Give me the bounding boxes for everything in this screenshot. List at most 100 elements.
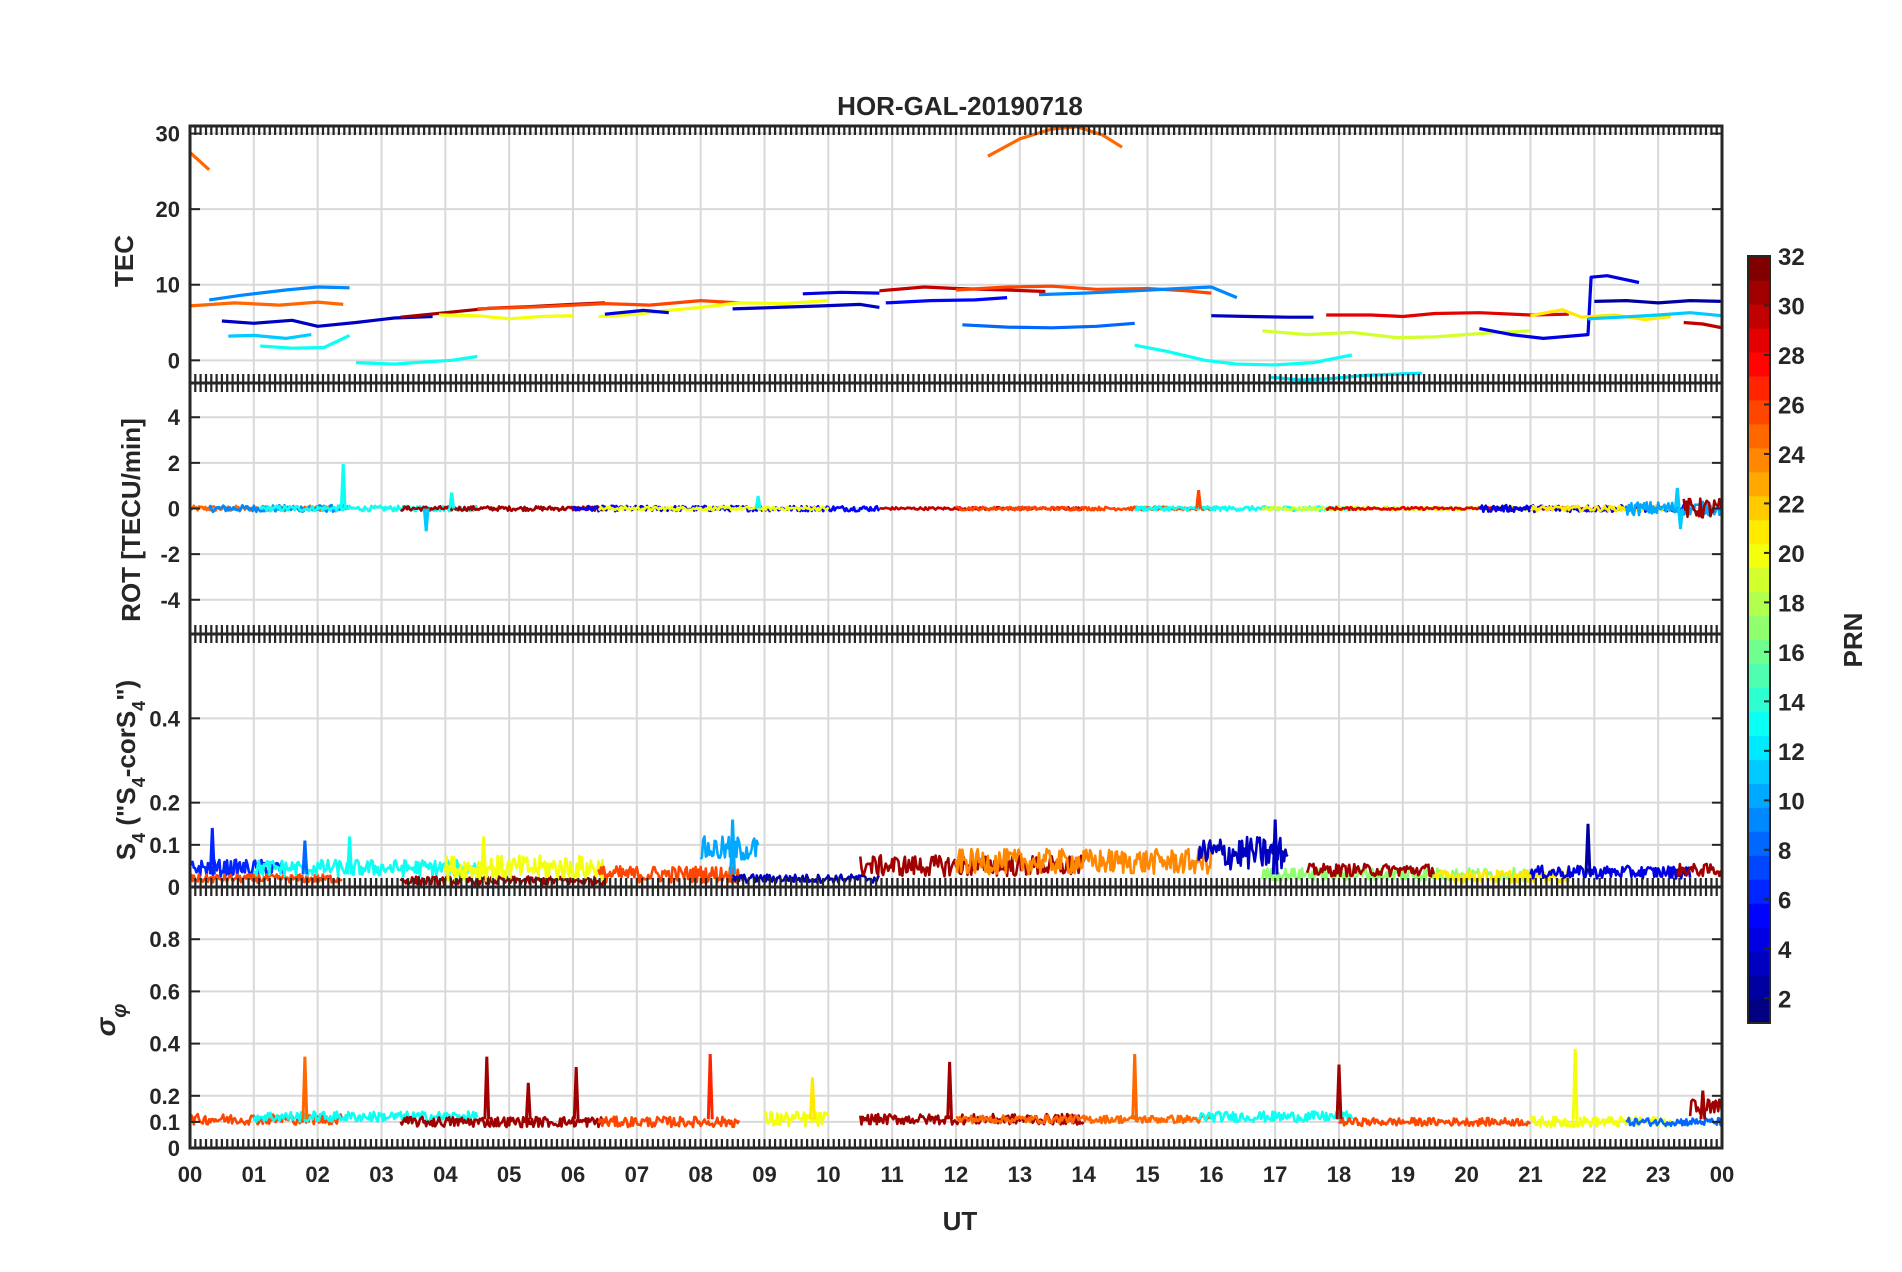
spike-prn-27 xyxy=(706,1053,714,1120)
x-tick-label: 13 xyxy=(1008,1162,1032,1187)
series-line-prn-31 xyxy=(1682,497,1722,519)
colorbar-segment xyxy=(1748,687,1770,713)
series-line-prn-26 xyxy=(955,284,1212,295)
series-line-prn-26 xyxy=(1337,1116,1531,1128)
data-rot xyxy=(190,463,1722,532)
series-line-prn-20 xyxy=(598,299,829,319)
series-line-prn-31 xyxy=(859,854,1085,878)
series-line-prn-25 xyxy=(190,151,211,171)
colorbar-segment xyxy=(1748,543,1770,569)
series-line-prn-31 xyxy=(1305,862,1435,878)
x-tick-label: 17 xyxy=(1263,1162,1287,1187)
series-line-prn-11 xyxy=(228,333,312,340)
colorbar-segment xyxy=(1748,327,1770,353)
series-line-prn-31 xyxy=(399,1115,607,1129)
colorbar-segment xyxy=(1748,567,1770,593)
x-tick-label: 02 xyxy=(305,1162,329,1187)
x-axis-label: UT xyxy=(943,1206,978,1236)
colorbar-segment xyxy=(1748,663,1770,689)
y-tick-label-tec: 20 xyxy=(156,197,180,222)
spike-prn-31 xyxy=(946,1061,953,1120)
spike-prn-20 xyxy=(1571,1048,1579,1120)
spike-prn-31 xyxy=(524,1082,532,1120)
colorbar-tick-label: 22 xyxy=(1778,491,1805,518)
x-tick-label: 10 xyxy=(816,1162,840,1187)
series-line-prn-4 xyxy=(1529,864,1692,880)
x-tick-label: 20 xyxy=(1454,1162,1478,1187)
x-tick-label: 09 xyxy=(752,1162,776,1187)
colorbar-segment xyxy=(1748,399,1770,425)
series-line-prn-31 xyxy=(1688,1098,1722,1117)
series-line-prn-13 xyxy=(253,858,478,878)
y-axis-label-s4: S4 ("S4-corS4") xyxy=(111,680,149,860)
series-line-prn-9 xyxy=(1038,285,1238,300)
x-minor-ticks-tec xyxy=(188,126,1724,383)
y-tick-label-rot: -4 xyxy=(160,588,180,613)
spike-prn-11 xyxy=(1673,487,1681,509)
series-line-prn-25 xyxy=(190,300,344,308)
colorbar-tick-label: 30 xyxy=(1778,293,1805,320)
series-line-prn-31 xyxy=(1676,862,1722,878)
y-tick-label-s4: 0 xyxy=(168,875,180,900)
colorbar-tick-label: 32 xyxy=(1778,244,1805,271)
y-axis-label-sigphi: σφ xyxy=(90,1004,131,1037)
series-line-prn-26 xyxy=(597,864,741,885)
colorbar-tick-label: 6 xyxy=(1778,887,1791,914)
x-minor-tick-path xyxy=(188,887,1724,1148)
series-line-prn-13 xyxy=(252,1110,479,1124)
series-line-prn-20 xyxy=(438,313,574,321)
chart-title: HOR-GAL-20190718 xyxy=(837,91,1083,121)
spike-prn-13 xyxy=(448,492,456,509)
panel-sigphi: 00.10.2 0.4 0.6 0.8 xyxy=(149,885,1724,1161)
y-tick-label-tec: 10 xyxy=(156,273,180,298)
spike-prn-8 xyxy=(301,840,309,875)
y-tick-label-rot: -2 xyxy=(160,542,180,567)
y-tick-label-sigphi: 0 xyxy=(168,1136,180,1161)
colorbar-tick-label: 12 xyxy=(1778,739,1805,766)
colorbar-segment xyxy=(1748,519,1770,545)
series-line-prn-31 xyxy=(400,504,606,513)
y-tick-label-sigphi: 0.8 xyxy=(149,927,180,952)
spike-prn-2 xyxy=(1584,823,1592,875)
colorbar-segment xyxy=(1748,591,1770,617)
colorbar-segment xyxy=(1748,783,1770,808)
colorbar-label: PRN xyxy=(1838,613,1868,668)
x-tick-label: 18 xyxy=(1327,1162,1351,1187)
series-line-prn-26 xyxy=(477,299,740,311)
colorbar-tick-label: 2 xyxy=(1778,986,1791,1013)
series-line-prn-20 xyxy=(444,854,607,882)
spike-prn-13 xyxy=(346,836,353,875)
colorbar-segment xyxy=(1748,999,1770,1024)
x-tick-label: 12 xyxy=(944,1162,968,1187)
series-line-prn-13 xyxy=(1198,1110,1354,1124)
x-tick-label: 21 xyxy=(1518,1162,1542,1187)
colorbar-segment xyxy=(1748,879,1770,904)
spike-prn-11 xyxy=(1677,508,1684,530)
x-tick-label: 04 xyxy=(433,1162,458,1187)
series-line-prn-21 xyxy=(1530,308,1672,322)
x-tick-label: 07 xyxy=(625,1162,649,1187)
colorbar-segment xyxy=(1748,303,1770,329)
panel-rot: -4 -2 0 2 4 xyxy=(160,381,1724,636)
y-axis-label-tec: TEC xyxy=(109,235,139,287)
y-tick-label-sigphi: 0.4 xyxy=(149,1032,180,1057)
colorbar-segment xyxy=(1748,903,1770,928)
colorbar-segment xyxy=(1748,351,1770,377)
colorbar-segment xyxy=(1748,759,1770,784)
colorbar-tick-label: 20 xyxy=(1778,541,1805,568)
y-tick-label-s4: 0.2 xyxy=(149,791,180,816)
spike-prn-21 xyxy=(809,1077,816,1120)
y-tick-label-s4: 0.4 xyxy=(149,706,180,731)
spike-prn-31 xyxy=(572,1067,580,1120)
spike-prn-26 xyxy=(1195,490,1202,509)
series-line-prn-2 xyxy=(1594,299,1722,305)
x-tick-label: 11 xyxy=(881,1162,904,1187)
series-line-prn-25 xyxy=(955,1114,1213,1125)
colorbar-tick-label: 14 xyxy=(1778,689,1805,716)
colorbar-tick-label: 4 xyxy=(1778,937,1792,964)
colorbar-segment xyxy=(1748,855,1770,880)
colorbar-tick-label: 26 xyxy=(1778,392,1805,419)
x-tick-label: 00 xyxy=(178,1162,202,1187)
